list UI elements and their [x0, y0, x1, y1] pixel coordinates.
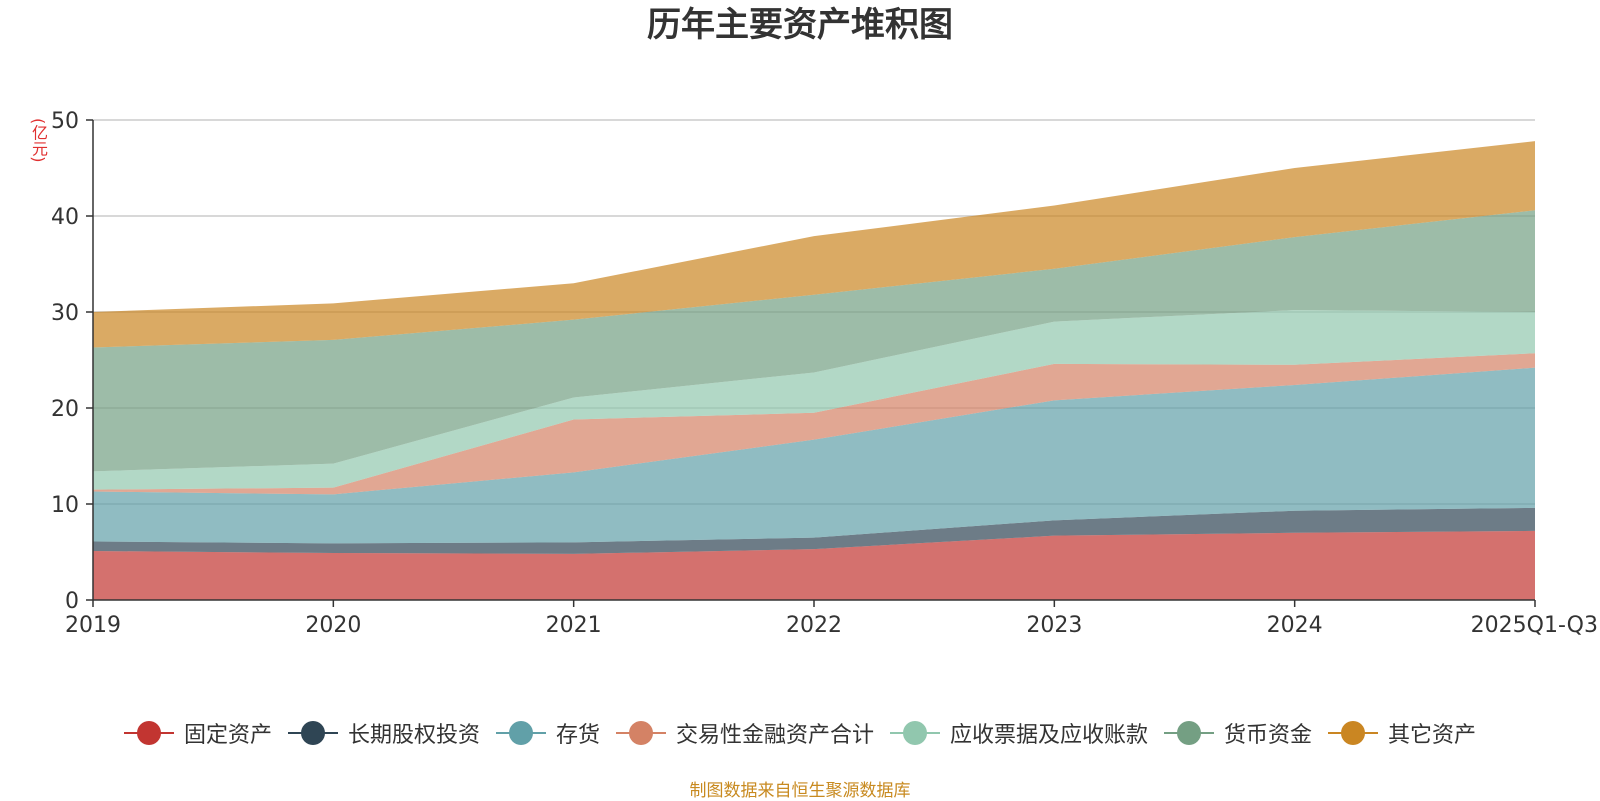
x-tick-label: 2025Q1-Q3	[1471, 613, 1598, 638]
legend-label: 固定资产	[183, 723, 272, 748]
legend-item-1[interactable]: 固定资产	[123, 717, 272, 749]
legend-item-4[interactable]: 交易性金融资产合计	[615, 717, 874, 749]
legend-marker-icon	[1164, 721, 1215, 745]
series-areas	[93, 141, 1535, 600]
y-axis-ticks: 0 10 20 30 40 50	[51, 109, 93, 614]
source-note: 制图数据来自恒生聚源数据库	[689, 781, 911, 801]
legend-marker-icon	[495, 721, 546, 745]
x-tick-label: 2020	[305, 613, 361, 638]
y-axis-unit-label: (亿元)	[29, 118, 48, 163]
x-axis-ticks: 2019 2020 2021 2022 2023 2024 2025Q1-Q3	[65, 600, 1598, 638]
chart-title: 历年主要资产堆积图	[647, 5, 953, 45]
legend-marker-icon	[123, 721, 174, 745]
x-tick-label: 2022	[786, 613, 842, 638]
legend: 固定资产 长期股权投资 存货 交易性金融资产合计 应收票据及应收账款 货币资金 其它资产	[0, 713, 1600, 753]
legend-label: 长期股权投资	[347, 723, 480, 748]
legend-label: 交易性金融资产合计	[675, 723, 874, 748]
y-tick-label: 10	[51, 493, 79, 518]
y-tick-label: 40	[51, 205, 79, 230]
x-tick-label: 2021	[546, 613, 602, 638]
x-tick-label: 2019	[65, 613, 121, 638]
legend-item-3[interactable]: 存货	[495, 717, 600, 749]
legend-item-5[interactable]: 应收票据及应收账款	[890, 717, 1148, 749]
area-series-3	[93, 367, 1535, 544]
legend-marker-icon	[615, 721, 666, 745]
legend-item-2[interactable]: 长期股权投资	[287, 717, 480, 749]
legend-marker-icon	[1328, 721, 1379, 745]
legend-marker-icon	[287, 721, 338, 745]
y-tick-label: 20	[51, 397, 79, 422]
area-series-6	[93, 210, 1535, 472]
legend-label: 货币资金	[1224, 723, 1313, 748]
legend-label: 其它资产	[1388, 723, 1477, 748]
x-tick-label: 2024	[1267, 613, 1323, 638]
legend-label: 应收票据及应收账款	[950, 723, 1149, 748]
area-series-7	[93, 141, 1535, 348]
legend-label: 存货	[555, 723, 600, 748]
y-tick-label: 30	[51, 301, 79, 326]
area-series-4	[93, 353, 1535, 495]
area-series-1	[93, 530, 1535, 600]
legend-marker-icon	[890, 721, 940, 745]
y-tick-label: 50	[51, 109, 79, 134]
legend-item-6[interactable]: 货币资金	[1164, 717, 1312, 749]
x-tick-label: 2023	[1026, 613, 1082, 638]
legend-item-7[interactable]: 其它资产	[1328, 717, 1476, 749]
area-series-5	[93, 310, 1535, 490]
y-tick-label: 0	[65, 589, 79, 614]
area-series-2	[93, 507, 1535, 554]
